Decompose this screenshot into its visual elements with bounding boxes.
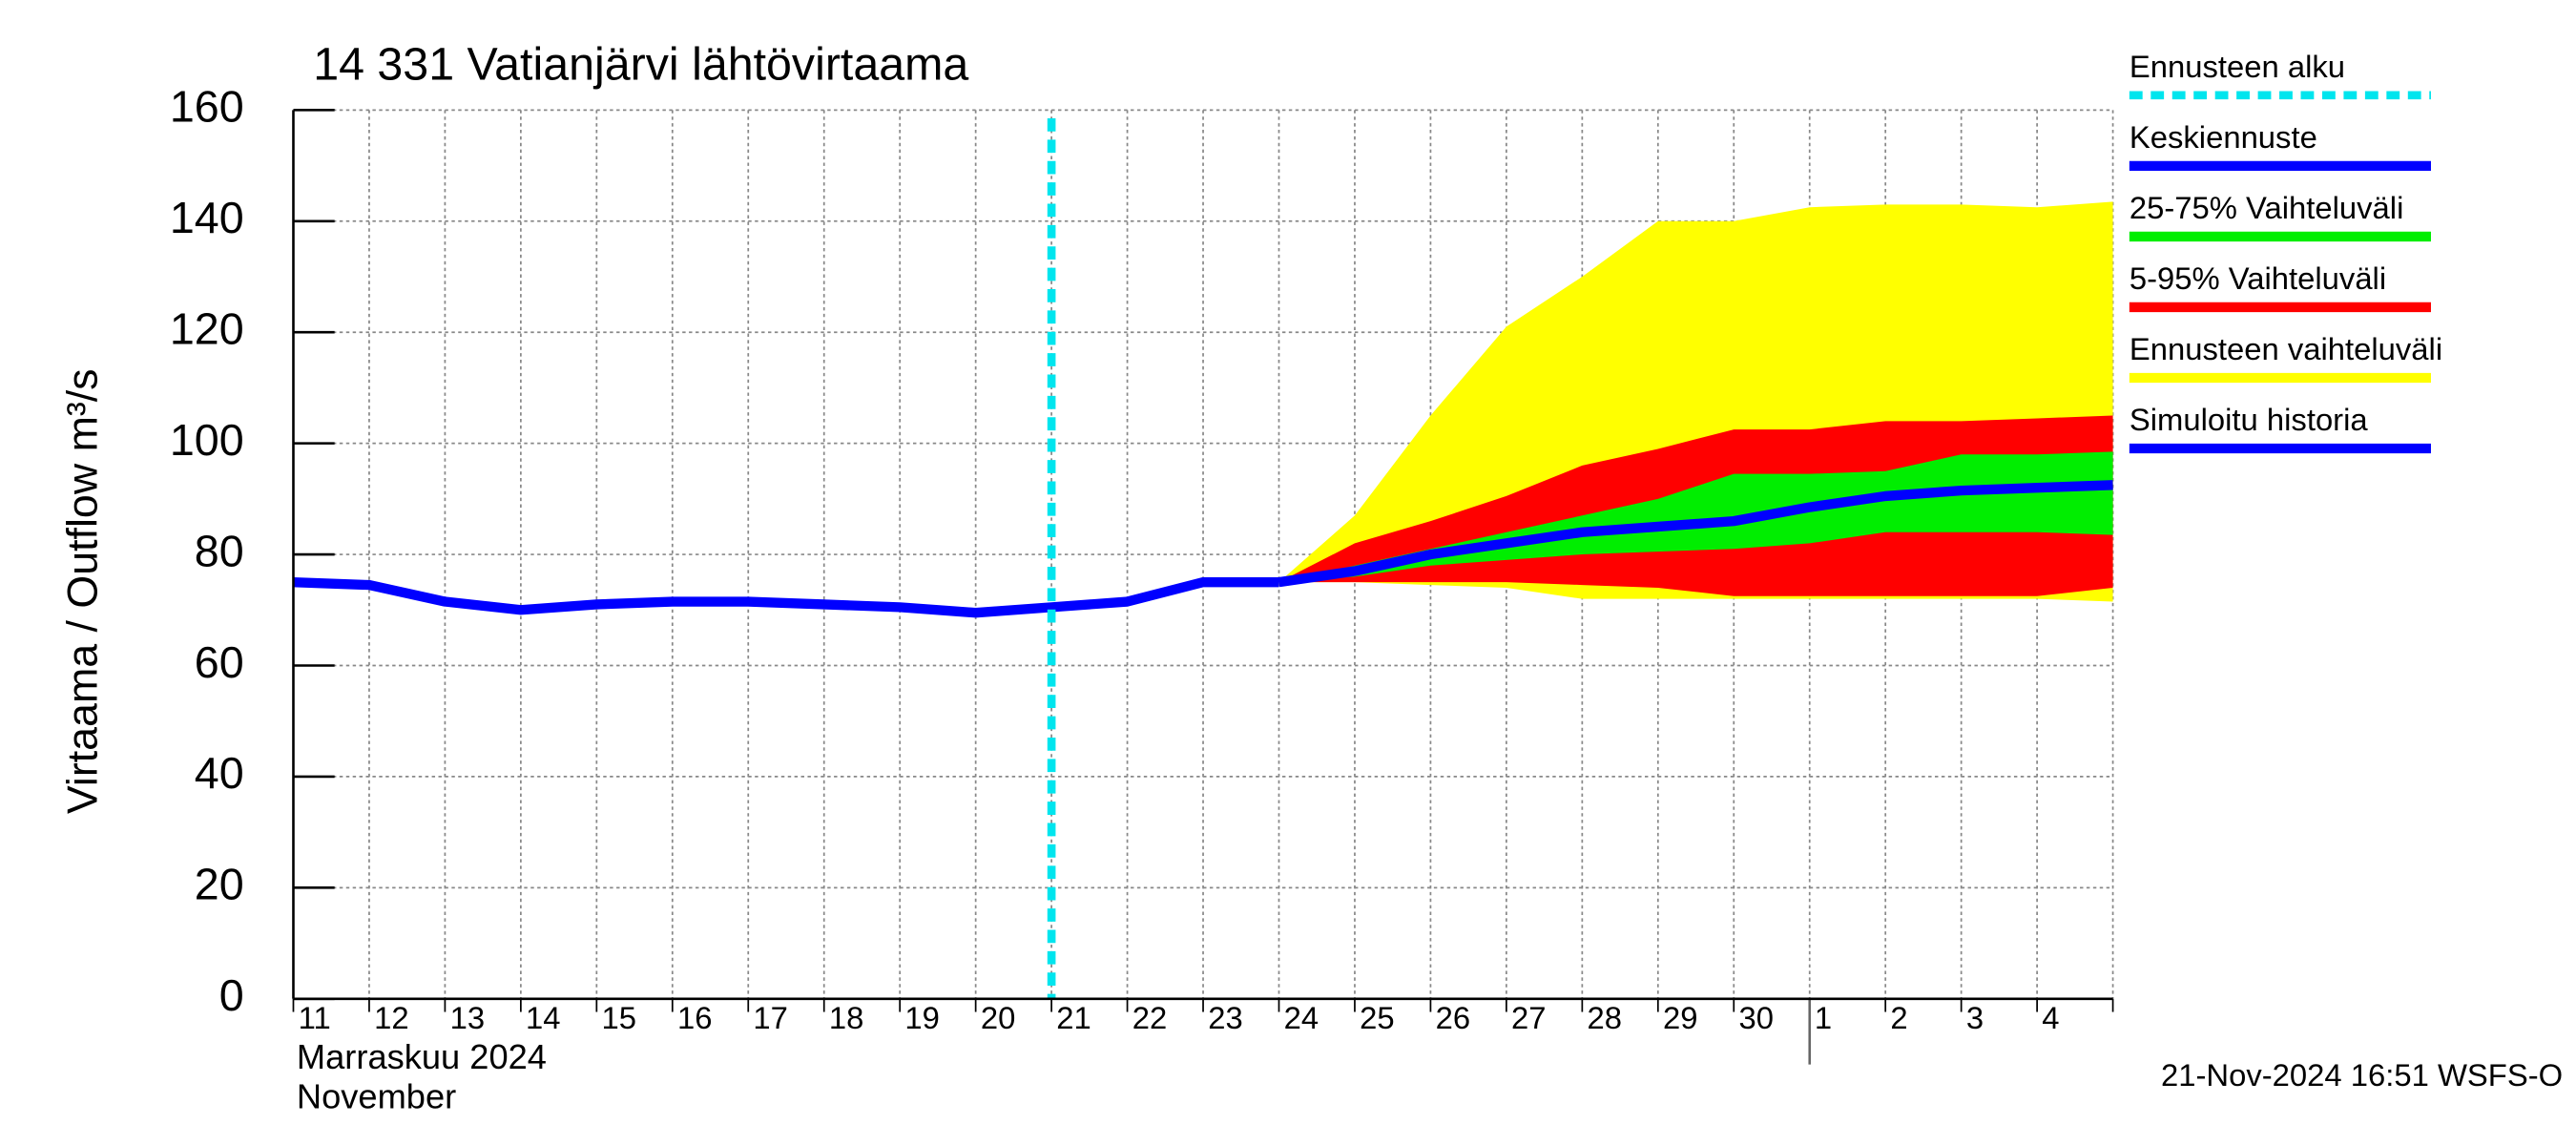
x-tick-label: 28	[1588, 1000, 1622, 1035]
y-tick-label: 120	[170, 304, 244, 354]
y-tick-label: 160	[170, 82, 244, 132]
x-tick-label: 21	[1056, 1000, 1091, 1035]
legend-label: Keskiennuste	[2129, 119, 2317, 155]
legend-label: Ennusteen vaihteluväli	[2129, 331, 2442, 366]
line	[293, 577, 1279, 618]
x-tick-label: 23	[1208, 1000, 1242, 1035]
x-tick-label: 24	[1284, 1000, 1319, 1035]
x-tick-label: 15	[602, 1000, 636, 1035]
timestamp: 21-Nov-2024 16:51 WSFS-O	[2161, 1057, 2563, 1093]
x-tick-label: 11	[299, 1000, 331, 1035]
y-tick-label: 100	[170, 415, 244, 465]
x-tick-label: 20	[981, 1000, 1015, 1035]
y-tick-label: 20	[195, 860, 244, 909]
x-tick-label: 16	[677, 1000, 712, 1035]
x-tick-label: 26	[1436, 1000, 1470, 1035]
legend-label: Ennusteen alku	[2129, 49, 2345, 84]
x-tick-label: 3	[1966, 1000, 1984, 1035]
y-tick-label: 40	[195, 748, 244, 798]
y-tick-label: 60	[195, 637, 244, 687]
legend-label: 5-95% Vaihteluväli	[2129, 260, 2386, 296]
x-tick-label: 29	[1663, 1000, 1697, 1035]
x-tick-label: 18	[829, 1000, 863, 1035]
legend-label: Simuloitu historia	[2129, 402, 2369, 437]
legend-label: 25-75% Vaihteluväli	[2129, 190, 2404, 225]
x-tick-label: 22	[1132, 1000, 1167, 1035]
line	[1278, 480, 2113, 588]
x-tick-label: 19	[904, 1000, 939, 1035]
y-tick-label: 140	[170, 193, 244, 242]
x-tick-label: 25	[1360, 1000, 1394, 1035]
y-tick-label: 0	[219, 970, 244, 1020]
x-tick-label: 13	[450, 1000, 485, 1035]
x-axis-label: Marraskuu 2024	[297, 1037, 547, 1076]
x-tick-label: 12	[374, 1000, 408, 1035]
x-tick-label: 2	[1890, 1000, 1907, 1035]
x-tick-label: 1	[1815, 1000, 1832, 1035]
chart-title: 14 331 Vatianjärvi lähtövirtaama	[313, 38, 968, 90]
x-tick-label: 30	[1738, 1000, 1773, 1035]
x-tick-label: 4	[2042, 1000, 2059, 1035]
x-tick-label: 14	[526, 1000, 560, 1035]
x-tick-label: 17	[753, 1000, 787, 1035]
x-tick-label: 27	[1511, 1000, 1546, 1035]
x-axis-label: November	[297, 1076, 456, 1115]
y-tick-label: 80	[195, 526, 244, 575]
y-axis-label: Virtaama / Outflow m³/s	[58, 368, 107, 814]
